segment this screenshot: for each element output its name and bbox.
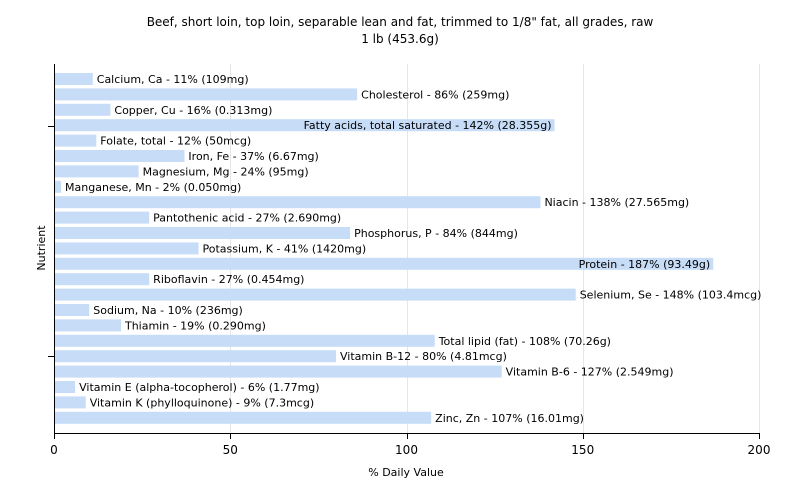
- y-axis-label: Nutrient: [35, 225, 48, 271]
- bar-label: Total lipid (fat) - 108% (70.26g): [438, 335, 611, 348]
- bar: [55, 365, 502, 378]
- chart-subtitle: 1 lb (453.6g): [361, 32, 439, 46]
- axes: [48, 64, 759, 434]
- bar-label: Folate, total - 12% (50mcg): [100, 135, 251, 148]
- x-tick-label: 0: [50, 443, 58, 457]
- bar-label: Vitamin K (phylloquinone) - 9% (7.3mcg): [90, 396, 314, 409]
- bar: [55, 73, 93, 85]
- bar: [55, 381, 76, 393]
- x-axis-label: % Daily Value: [368, 466, 444, 479]
- bar-label: Riboflavin - 27% (0.454mg): [153, 273, 304, 286]
- bar: [55, 411, 432, 424]
- bar-label: Calcium, Ca - 11% (109mg): [97, 73, 249, 86]
- bar: [55, 273, 150, 286]
- bar-label: Vitamin E (alpha-tocopherol) - 6% (1.77m…: [79, 381, 319, 394]
- bar-label: Cholesterol - 86% (259mg): [361, 88, 509, 101]
- bar: [55, 196, 541, 209]
- bar: [55, 350, 336, 363]
- bar: [55, 150, 185, 162]
- bar: [55, 319, 121, 332]
- bar: [55, 288, 576, 301]
- bar: [55, 334, 435, 347]
- bar-label: Fatty acids, total saturated - 142% (28.…: [304, 119, 552, 132]
- bar: [55, 396, 86, 409]
- bar-label: Vitamin B-6 - 127% (2.549mg): [506, 366, 674, 379]
- bar: [55, 211, 150, 224]
- bar: [55, 304, 90, 316]
- bar: [55, 242, 199, 255]
- bar: [55, 103, 111, 116]
- bar: [55, 88, 358, 101]
- bar-label: Thiamin - 19% (0.290mg): [124, 319, 266, 332]
- bar: [55, 119, 555, 132]
- bar-label: Protein - 187% (93.49g): [579, 258, 711, 271]
- bar: [55, 180, 62, 193]
- bar-label: Potassium, K - 41% (1420mg): [203, 242, 367, 255]
- x-tick-label: 100: [395, 443, 418, 457]
- bar-label: Phosphorus, P - 84% (844mg): [354, 227, 518, 240]
- x-tick-label: 200: [748, 443, 771, 457]
- bar-label: Sodium, Na - 10% (236mg): [93, 304, 243, 317]
- bar-label: Magnesium, Mg - 24% (95mg): [143, 165, 309, 178]
- bar-label: Vitamin B-12 - 80% (4.81mcg): [340, 350, 507, 363]
- x-tick-label: 50: [223, 443, 238, 457]
- bar-label: Selenium, Se - 148% (103.4mcg): [580, 289, 762, 302]
- bar: [55, 165, 139, 178]
- bar: [55, 257, 714, 270]
- bar: [55, 227, 351, 239]
- x-tick-label: 150: [571, 443, 594, 457]
- bars: Calcium, Ca - 11% (109mg) Cholesterol - 8…: [55, 73, 761, 425]
- bar-label: Copper, Cu - 16% (0.313mg): [114, 104, 272, 117]
- bar-label: Niacin - 138% (27.565mg): [544, 196, 689, 209]
- bar-label: Manganese, Mn - 2% (0.050mg): [65, 181, 241, 194]
- bar-label: Iron, Fe - 37% (6.67mg): [188, 150, 318, 163]
- bar: [55, 134, 97, 147]
- chart-title: Beef, short loin, top loin, separable le…: [147, 15, 654, 29]
- x-tick-labels: 0 50 100 150 200: [50, 433, 770, 457]
- bar-label: Zinc, Zn - 107% (16.01mg): [435, 412, 584, 425]
- bar-label: Pantothenic acid - 27% (2.690mg): [153, 212, 341, 225]
